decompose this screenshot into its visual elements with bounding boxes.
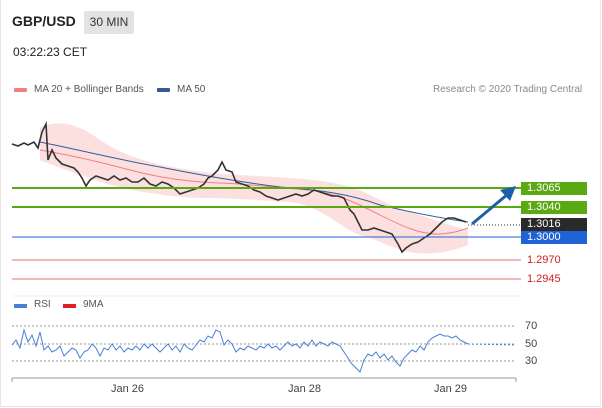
ma20-line xyxy=(39,149,469,235)
legend-bollinger-label: MA 20 + Bollinger Bands xyxy=(34,84,144,95)
date-label-jan28: Jan 28 xyxy=(288,383,322,395)
rsi-tick-50: 50 xyxy=(525,338,538,350)
forecast-arrow xyxy=(471,192,509,226)
currency-pair-title: GBP/USD xyxy=(12,13,76,29)
timeframe-button[interactable]: 30 MIN xyxy=(84,11,134,34)
level-label-1.2945: 1.2945 xyxy=(527,273,561,285)
level-label-1.3065: 1.3065 xyxy=(521,182,587,195)
level-label-1.2970: 1.2970 xyxy=(527,254,561,266)
date-label-jan29: Jan 29 xyxy=(434,383,468,395)
ma50-line xyxy=(39,141,469,223)
rsi-tick-70: 70 xyxy=(525,320,538,332)
9ma-swatch-icon xyxy=(63,304,76,308)
legend-bollinger: MA 20 + Bollinger Bands xyxy=(14,84,144,95)
timestamp: 03:22:23 CET xyxy=(13,45,88,59)
bollinger-swatch-icon xyxy=(14,87,27,92)
rsi-9ma-legend-label: 9MA xyxy=(83,299,104,310)
rsi-legend-label: RSI xyxy=(34,299,51,310)
rsi-tick-30: 30 xyxy=(525,355,538,367)
ma50-swatch-icon xyxy=(157,87,170,92)
price-line xyxy=(11,120,467,254)
level-label-1.3016: 1.3016 xyxy=(521,218,587,231)
rsi-line xyxy=(11,328,469,373)
legend-ma50-label: MA 50 xyxy=(177,84,206,95)
forecast-arrowhead-icon xyxy=(500,186,516,201)
level-label-1.3040: 1.3040 xyxy=(521,201,587,214)
legend-ma50: MA 50 xyxy=(157,84,205,95)
rsi-9ma-line xyxy=(467,343,517,346)
date-label-jan26: Jan 26 xyxy=(111,383,145,395)
rsi-swatch-icon xyxy=(14,304,27,308)
level-label-1.3000: 1.3000 xyxy=(521,231,587,244)
research-credit: Research © 2020 Trading Central xyxy=(433,84,583,95)
